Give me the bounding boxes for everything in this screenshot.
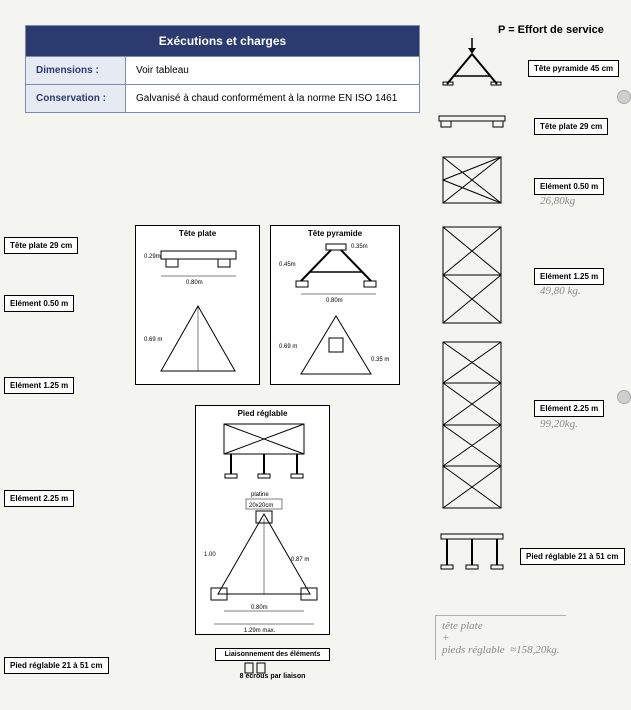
pied-reglable-side-icon — [433, 530, 511, 575]
row-dimensions-value: Voir tableau — [126, 57, 420, 85]
dwg-pied-title: Pied réglable — [196, 409, 329, 418]
dwg-tete-plate-title: Tête plate — [136, 229, 259, 238]
row-conservation-label: Conservation : — [26, 85, 126, 113]
dwg-tete-pyramide-title: Tête pyramide — [271, 229, 399, 238]
dim-080b: 0.80m — [251, 605, 268, 611]
dim-080: 0.80m — [186, 280, 203, 286]
drawing-pied-reglable: Pied réglable platine 20x20cm 1.00 0.87 … — [195, 405, 330, 635]
liaison-title: Liaisonnement des éléments — [215, 648, 330, 661]
label-elem-050-l: Elément 0.50 m — [4, 295, 74, 312]
dim-029: 0.29m — [144, 254, 161, 260]
label-elem-225-l: Elément 2.25 m — [4, 490, 74, 507]
dim-069: 0.69 m — [144, 337, 162, 343]
label-pied-r: Pied réglable 21 à 51 cm — [520, 548, 625, 565]
liaison-block: Liaisonnement des éléments 8 écrous par … — [215, 648, 330, 680]
platine-label: platine — [251, 492, 269, 498]
liaison-sub: 8 écrous par liaison — [215, 673, 330, 680]
effort-service-title: P = Effort de service — [498, 24, 604, 36]
hole-punch — [617, 90, 631, 104]
dim-p035: 0.35m — [351, 244, 368, 250]
drawing-tete-plate: Tête plate 0.29m 0.80m 0.69 m — [135, 225, 260, 385]
label-tete-plate-l: Tête plate 29 cm — [4, 237, 78, 254]
drawing-tete-pyramide: Tête pyramide 0.35m 0.45m 0.80m 0.69 m 0… — [270, 225, 400, 385]
header-title: Exécutions et charges — [26, 26, 420, 57]
dim-p045: 0.45m — [279, 262, 296, 268]
pyramid-icon — [433, 38, 511, 86]
label-elem-050-r: Elément 0.50 m — [534, 178, 604, 195]
pencil-note-2: 49,80 kg. — [540, 285, 581, 297]
label-pied-l: Pied réglable 21 à 51 cm — [4, 657, 109, 674]
dim-129: 1.29m max. — [244, 628, 276, 634]
row-conservation-value: Galvanisé à chaud conformément à la norm… — [126, 85, 420, 113]
dim-p080: 0.80m — [326, 298, 343, 304]
dim-087: 0.87 m — [291, 557, 309, 563]
tete-plate-side-icon — [433, 112, 511, 132]
dim-p035b: 0.35 m — [371, 357, 389, 363]
row-dimensions-label: Dimensions : — [26, 57, 126, 85]
element-225-icon — [433, 340, 511, 510]
label-tete-plate-r: Tête plate 29 cm — [534, 118, 608, 135]
platine-dim: 20x20cm — [249, 503, 273, 509]
dim-p069: 0.69 m — [279, 344, 297, 350]
hole-punch — [617, 390, 631, 404]
element-050-icon — [433, 155, 511, 205]
label-tete-pyramide: Tête pyramide 45 cm — [528, 60, 619, 77]
header-table: Exécutions et charges Dimensions : Voir … — [25, 25, 420, 113]
label-elem-125-r: Elément 1.25 m — [534, 268, 604, 285]
dim-100: 1.00 — [204, 552, 216, 558]
pencil-note-3: 99,20kg. — [540, 418, 578, 430]
label-elem-125-l: Elément 1.25 m — [4, 377, 74, 394]
pencil-note-1: 26,80kg — [540, 195, 575, 207]
element-125-icon — [433, 225, 511, 325]
pencil-note-4: tête plate + pieds réglable ≈158,20kg. — [435, 615, 566, 660]
label-elem-225-r: Elément 2.25 m — [534, 400, 604, 417]
